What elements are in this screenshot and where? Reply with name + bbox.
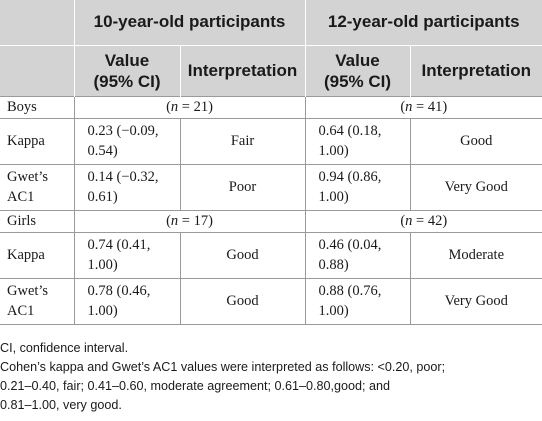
value-12: 0.46 (0.04, 0.88) xyxy=(304,231,410,278)
sample-size-12: (n = 41) xyxy=(304,95,542,118)
group-label: Girls xyxy=(0,209,74,232)
header-value-10: Value (95% CI) xyxy=(73,45,180,96)
header-interpretation-10: Interpretation xyxy=(179,45,305,96)
table-row: Kappa 0.74 (0.41, 1.00) Good 0.46 (0.04, 0… xyxy=(0,231,542,278)
measure-label: Kappa xyxy=(0,117,74,164)
table-footnotes: CI, confidence interval. Cohen’s kappa a… xyxy=(0,339,536,415)
measure-label: Gwet’s AC1 xyxy=(0,163,74,210)
interpretation-10: Fair xyxy=(179,117,305,164)
interpretation-12: Very Good xyxy=(409,277,542,325)
group-header-row: 10-year-old participants 12-year-old par… xyxy=(0,0,542,46)
table-row: Gwet’s AC1 0.14 (−0.32, 0.61) Poor 0.94 (0… xyxy=(0,163,542,210)
header-value-label: Value xyxy=(335,50,380,70)
header-ci-label: (95% CI) xyxy=(323,71,392,91)
table-row: Kappa 0.23 (−0.09, 0.54) Fair 0.64 (0.18,… xyxy=(0,117,542,164)
value-10: 0.78 (0.46, 1.00) xyxy=(73,277,180,325)
sample-size-10: (n = 17) xyxy=(73,209,305,232)
sample-size-10: (n = 21) xyxy=(73,95,305,118)
footnote-line-1: Cohen’s kappa and Gwet’s AC1 values were… xyxy=(0,360,446,374)
corner-cell-2 xyxy=(0,45,74,96)
footnote-line-3: 0.81–1.00, very good. xyxy=(0,398,122,412)
interpretation-12: Very Good xyxy=(409,163,542,210)
header-ci-label: (95% CI) xyxy=(93,71,161,91)
header-12-year-old: 12-year-old participants xyxy=(304,0,542,46)
group-label: Boys xyxy=(0,95,74,118)
header-value-label: Value xyxy=(104,50,150,70)
results-table-wrapper: 10-year-old participants 12-year-old par… xyxy=(0,0,542,325)
footnote-abbreviation: CI, confidence interval. xyxy=(0,341,129,355)
header-value-12: Value (95% CI) xyxy=(304,45,410,96)
value-10: 0.14 (−0.32, 0.61) xyxy=(73,163,180,210)
footnote-line-2: 0.21–0.40, fair; 0.41–0.60, moderate agr… xyxy=(0,379,391,393)
header-10-year-old: 10-year-old participants xyxy=(73,0,305,46)
sub-header-row: Value (95% CI) Interpretation Value (95%… xyxy=(0,45,542,96)
header-interpretation-12: Interpretation xyxy=(409,45,542,96)
value-12: 0.94 (0.86, 1.00) xyxy=(304,163,410,210)
measure-label: Kappa xyxy=(0,231,74,278)
interpretation-10: Good xyxy=(179,277,305,325)
corner-cell xyxy=(0,0,74,46)
value-12: 0.88 (0.76, 1.00) xyxy=(304,277,410,325)
table-row: Gwet’s AC1 0.78 (0.46, 1.00) Good 0.88 (0.… xyxy=(0,277,542,325)
group-row-boys: Boys (n = 21) (n = 41) xyxy=(0,95,542,118)
value-10: 0.23 (−0.09, 0.54) xyxy=(73,117,180,164)
sample-size-12: (n = 42) xyxy=(304,209,542,232)
interpretation-12: Good xyxy=(409,117,542,164)
measure-label: Gwet’s AC1 xyxy=(0,277,74,325)
agreement-table: 10-year-old participants 12-year-old par… xyxy=(0,0,542,325)
value-12: 0.64 (0.18, 1.00) xyxy=(304,117,410,164)
group-row-girls: Girls (n = 17) (n = 42) xyxy=(0,209,542,232)
value-10: 0.74 (0.41, 1.00) xyxy=(73,231,180,278)
interpretation-12: Moderate xyxy=(409,231,542,278)
interpretation-10: Good xyxy=(179,231,305,278)
interpretation-10: Poor xyxy=(179,163,305,210)
